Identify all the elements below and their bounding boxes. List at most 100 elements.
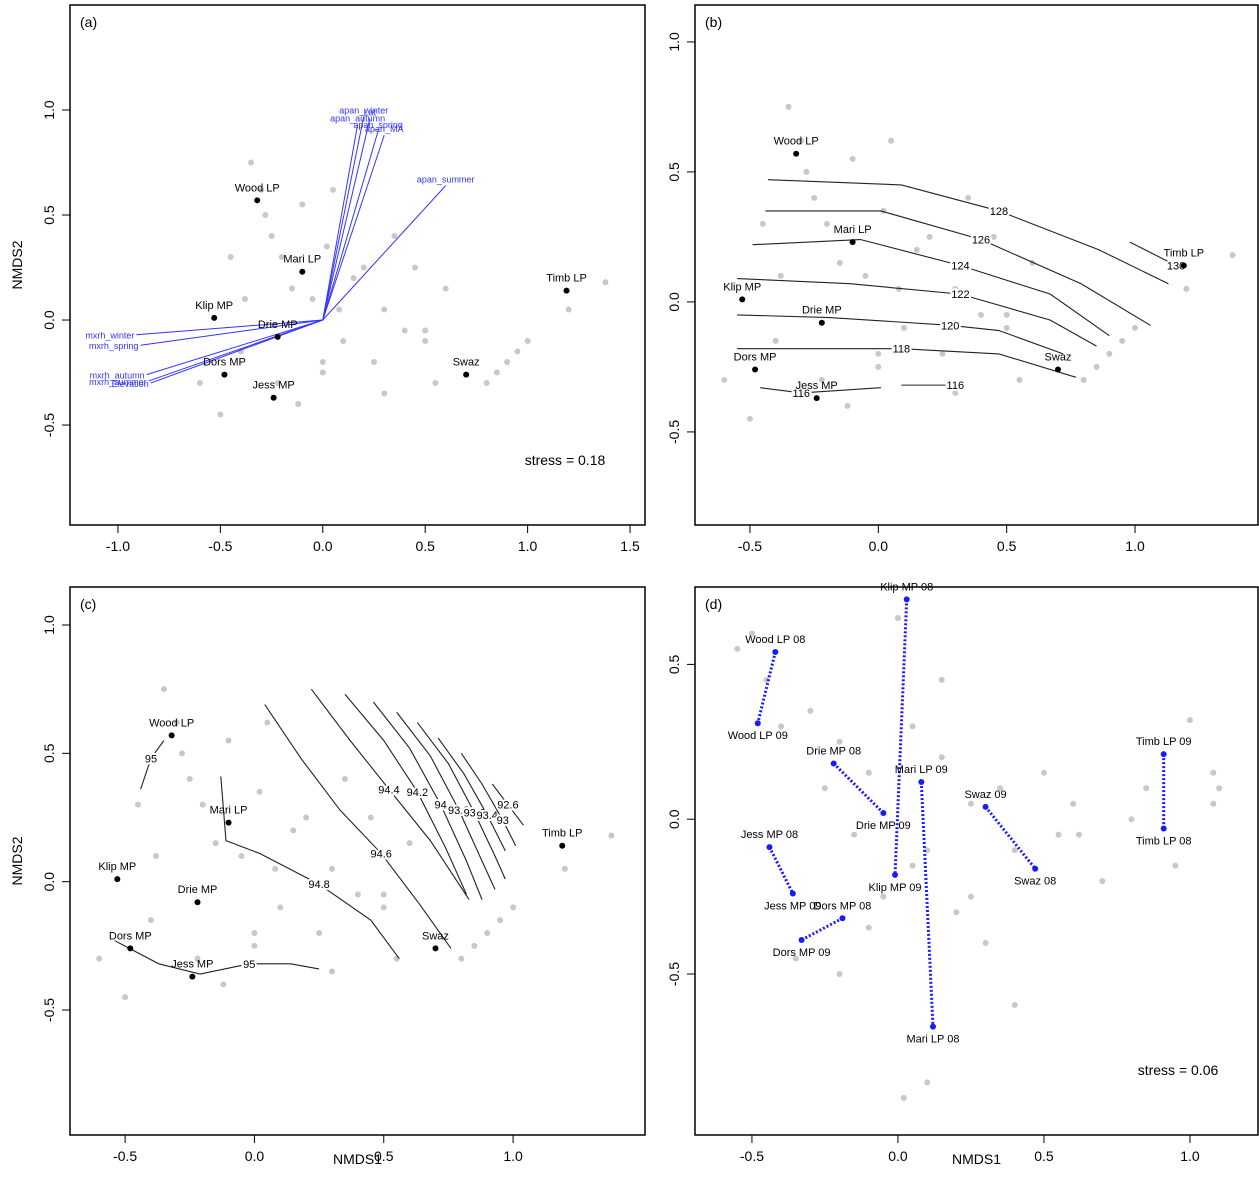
background-point <box>299 201 306 208</box>
background-point <box>251 942 258 949</box>
background-point <box>262 212 269 219</box>
y-tick-label: -0.5 <box>41 413 57 437</box>
contour-line <box>344 693 468 895</box>
contour-line <box>264 704 452 949</box>
x-tick-label: 1.0 <box>1125 538 1145 554</box>
vector-arrow <box>322 118 371 321</box>
background-point <box>967 893 974 900</box>
background-point <box>1132 324 1139 331</box>
background-point <box>135 801 142 808</box>
background-point <box>220 981 227 988</box>
site-label: Mari LP 09 <box>895 764 948 776</box>
background-point <box>422 327 429 334</box>
y-tick-label: 1.0 <box>666 32 682 52</box>
background-point <box>1186 717 1193 724</box>
site-label: Swaz 09 <box>964 789 1006 801</box>
contour-label: 124 <box>951 261 969 273</box>
site-point <box>225 819 232 826</box>
background-point <box>1106 350 1113 357</box>
background-point <box>471 942 478 949</box>
site-point <box>1180 262 1187 269</box>
site-point <box>903 596 910 603</box>
site-label: Wood LP <box>235 182 280 194</box>
pair-line <box>768 846 795 895</box>
background-point <box>1075 831 1082 838</box>
background-point <box>748 630 755 637</box>
contour-line <box>372 701 483 900</box>
x-tick-label: 0.0 <box>869 538 889 554</box>
background-point <box>380 904 387 911</box>
background-point <box>952 389 959 396</box>
background-point <box>953 909 960 916</box>
background-point <box>153 852 160 859</box>
background-point <box>602 279 609 286</box>
contour-line <box>765 210 1151 326</box>
background-point <box>913 246 920 253</box>
background-point <box>836 738 843 745</box>
contour-label: 92.6 <box>497 800 518 812</box>
site-point <box>754 720 761 727</box>
background-point <box>746 415 753 422</box>
background-point <box>965 194 972 201</box>
background-point <box>329 968 336 975</box>
background-point <box>836 971 843 978</box>
vector-arrow <box>150 319 323 384</box>
site-point <box>830 760 837 767</box>
site-point <box>221 371 228 378</box>
background-point <box>1011 1001 1018 1008</box>
x-tick-label: -0.5 <box>738 538 762 554</box>
background-point <box>289 285 296 292</box>
site-point <box>818 319 825 326</box>
site-point <box>739 296 746 303</box>
background-point <box>938 754 945 761</box>
site-point <box>752 366 759 373</box>
background-point <box>160 686 167 693</box>
background-point <box>227 254 234 261</box>
site-point <box>849 239 856 246</box>
background-point <box>309 296 316 303</box>
site-label: Swaz 08 <box>1014 876 1056 888</box>
vector-arrow <box>136 319 323 336</box>
site-point <box>254 197 261 204</box>
vector-arrow <box>322 116 365 321</box>
vector-arrow <box>322 135 385 321</box>
site-label: Dors MP 09 <box>773 947 831 959</box>
site-label: Jess MP <box>253 380 295 392</box>
background-point <box>497 917 504 924</box>
contour-label: 93.8 <box>448 805 469 817</box>
contour-line <box>737 348 1077 378</box>
background-point <box>894 614 901 621</box>
background-point <box>178 750 185 757</box>
site-label: Wood LP 08 <box>745 634 805 646</box>
background-point <box>391 233 398 240</box>
contour-label: 94.4 <box>378 784 399 796</box>
background-point <box>380 891 387 898</box>
background-point <box>341 775 348 782</box>
contour-line <box>1129 241 1177 267</box>
background-point <box>381 306 388 313</box>
site-label: Dors MP 08 <box>814 900 872 912</box>
background-point <box>865 924 872 931</box>
site-point <box>559 842 566 849</box>
y-tick-label: 0.5 <box>666 162 682 182</box>
vector-label: mxrh_winter <box>85 331 134 341</box>
pair-line <box>832 762 885 815</box>
background-point <box>432 380 439 387</box>
stress-annotation: stress = 0.18 <box>525 452 606 468</box>
background-point <box>370 359 377 366</box>
site-label: Timb LP <box>546 273 587 285</box>
site-label: Mari LP <box>210 805 248 817</box>
site-point <box>839 915 846 922</box>
background-point <box>1119 337 1126 344</box>
background-point <box>1003 311 1010 318</box>
vector-label: apan_MA <box>365 124 404 134</box>
plot-frame <box>694 586 1259 1136</box>
site-label: Jess MP <box>796 380 838 392</box>
site-point <box>463 371 470 378</box>
background-point <box>186 775 193 782</box>
site-point <box>880 810 887 817</box>
background-point <box>909 723 916 730</box>
site-label: Swaz <box>422 930 449 942</box>
site-point <box>892 871 899 878</box>
background-point <box>778 723 785 730</box>
